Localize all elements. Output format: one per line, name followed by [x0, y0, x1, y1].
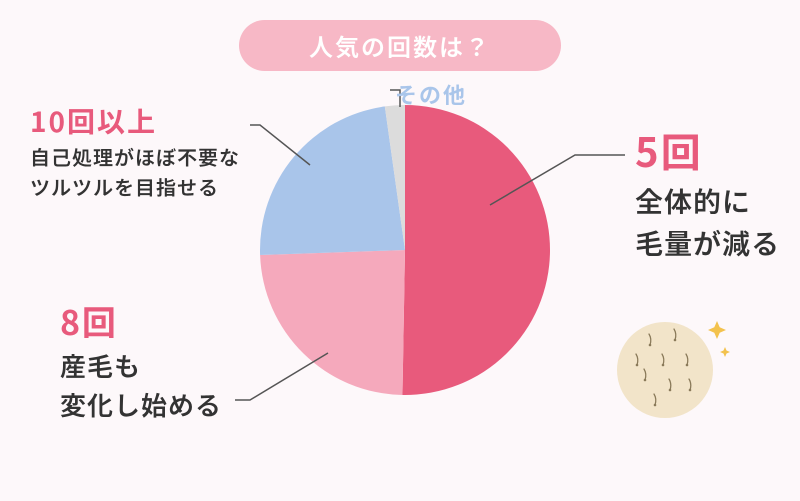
- pie-chart: [255, 100, 555, 400]
- label-ten: 10回以上自己処理がほぼ不要な ツルツルを目指せる: [30, 100, 240, 202]
- label-other-heading: その他: [395, 78, 467, 111]
- pie-svg: [255, 100, 555, 400]
- pie-slice-five: [402, 105, 550, 395]
- pie-slice-ten: [260, 106, 405, 255]
- label-five-desc: 全体的に 毛量が減る: [635, 180, 780, 264]
- pie-slice-eight: [260, 250, 405, 395]
- label-eight-desc: 産毛も 変化し始める: [60, 346, 222, 424]
- label-eight-heading: 8回: [60, 295, 222, 346]
- title-pill: 人気の回数は？: [239, 20, 561, 71]
- label-five-heading: 5回: [635, 120, 780, 180]
- skin-icon: [595, 310, 735, 430]
- label-other: その他: [395, 78, 467, 111]
- title-text: 人気の回数は？: [309, 28, 491, 63]
- label-five: 5回全体的に 毛量が減る: [635, 120, 780, 264]
- label-eight: 8回産毛も 変化し始める: [60, 295, 222, 424]
- label-ten-heading: 10回以上: [30, 100, 240, 142]
- label-ten-desc: 自己処理がほぼ不要な ツルツルを目指せる: [30, 142, 240, 202]
